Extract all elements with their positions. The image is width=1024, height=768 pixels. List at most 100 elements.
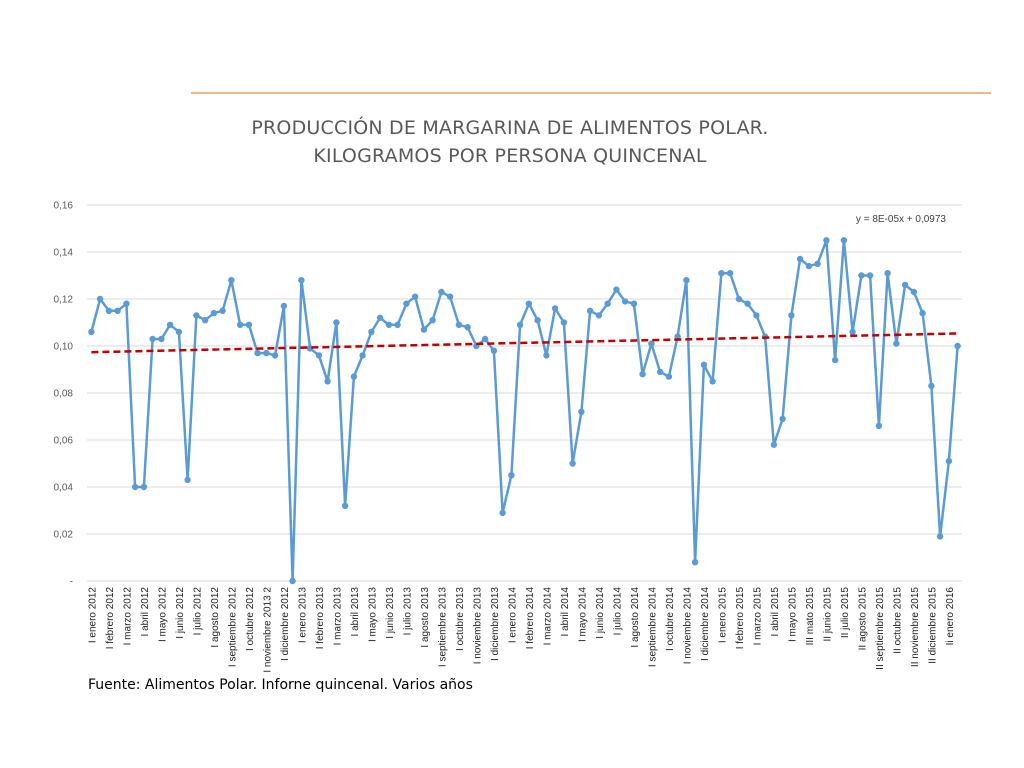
- x-tick-label: II septiembre 2015: [875, 587, 886, 670]
- data-point: [779, 415, 786, 423]
- trendline-equation: y = 8E-05x + 0,0973: [856, 214, 947, 225]
- data-point: [193, 312, 200, 319]
- data-point: [394, 321, 401, 328]
- data-point: [866, 272, 874, 279]
- x-tick-label: I marzo 2013: [332, 587, 343, 646]
- data-point: [508, 472, 515, 479]
- data-point: [901, 281, 909, 289]
- x-tick-label: I noviembre 2013: [472, 587, 483, 665]
- trendline-path: [91, 332, 958, 354]
- x-tick-label: I marzo 2012: [122, 587, 133, 646]
- data-point: [481, 335, 489, 343]
- data-point: [490, 347, 498, 354]
- data-point: [814, 260, 821, 267]
- data-point: [219, 307, 226, 314]
- data-point: [298, 277, 305, 284]
- x-tick-label: II diciembre 2015: [927, 587, 938, 664]
- x-tick-label: I septiembre 2014: [647, 587, 658, 667]
- data-point: [289, 577, 296, 585]
- data-point: [333, 319, 340, 326]
- x-tick-label: II agosto 2015: [857, 587, 868, 651]
- data-point: [919, 309, 926, 317]
- x-tick-label: I julio 2012: [192, 587, 203, 636]
- y-tick-label: 0,14: [54, 248, 74, 259]
- x-tick-label: II octubre 2015: [892, 587, 903, 654]
- data-point: [665, 373, 673, 380]
- data-point: [464, 324, 471, 331]
- data-point: [718, 270, 725, 277]
- grid-lines: [87, 204, 962, 582]
- data-point: [831, 356, 839, 364]
- x-tick-label: I marzo 2015: [752, 587, 763, 646]
- data-point: [595, 312, 603, 319]
- y-tick-label: 0,08: [54, 389, 74, 400]
- trendline: [91, 332, 958, 354]
- x-tick-label: I octubre 2012: [245, 587, 256, 651]
- x-tick-label: I febrero 2014: [525, 587, 536, 650]
- x-tick-label: I junio 2012: [175, 587, 186, 639]
- data-point: [569, 460, 576, 467]
- data-point: [735, 295, 743, 303]
- x-tick-label: II noviembre 2015: [910, 587, 921, 667]
- x-tick-label: I abril 2015: [770, 587, 781, 637]
- data-point: [753, 312, 760, 319]
- data-point: [184, 476, 191, 484]
- data-point: [166, 321, 174, 328]
- x-tick-label: I diciembre 2012: [280, 587, 291, 661]
- data-point: [560, 319, 568, 326]
- x-tick-label: I octubre 2013: [455, 587, 466, 651]
- x-tick-label: I septiembre 2012: [227, 587, 238, 667]
- data-point: [823, 237, 830, 244]
- x-tick-label: I enero 2012: [87, 587, 98, 644]
- data-point: [228, 277, 235, 284]
- x-tick-label: I julio 2014: [612, 587, 623, 636]
- data-point: [805, 262, 813, 270]
- data-point: [271, 352, 279, 359]
- data-point: [201, 317, 209, 324]
- data-point: [656, 368, 664, 376]
- data-point: [700, 361, 708, 368]
- data-point: [140, 483, 148, 491]
- data-point: [403, 300, 410, 307]
- data-point: [648, 340, 655, 347]
- data-point: [376, 314, 384, 321]
- x-tick-label: I agosto 2012: [210, 587, 221, 648]
- x-tick-label: I enero 2015: [717, 587, 728, 644]
- data-point: [893, 340, 900, 347]
- y-tick-label: 0,02: [54, 530, 74, 541]
- data-point: [910, 288, 918, 296]
- data-point: [245, 321, 253, 328]
- data-point: [368, 328, 375, 336]
- data-point: [674, 333, 681, 340]
- x-tick-label: II julio 2015: [840, 587, 851, 639]
- data-point: [236, 321, 244, 328]
- data-point: [114, 307, 121, 314]
- y-tick-label: 0,16: [54, 201, 74, 212]
- data-point: [884, 270, 891, 277]
- data-point: [543, 352, 550, 359]
- data-point: [516, 321, 524, 328]
- data-point: [350, 373, 358, 380]
- x-tick-label: I junio 2013: [385, 587, 396, 639]
- data-point: [613, 286, 620, 293]
- x-tick-label: I mayo 2015: [787, 587, 798, 642]
- x-tick-label: I abril 2013: [350, 587, 361, 637]
- x-tick-label: II junio 2015: [822, 587, 833, 642]
- x-tick-label: I enero 2013: [297, 587, 308, 644]
- data-point: [411, 293, 419, 300]
- data-point: [210, 309, 218, 317]
- x-tick-label: I agosto 2014: [630, 587, 641, 648]
- x-tick-label: I mayo 2013: [367, 587, 378, 642]
- y-tick-label: 0,12: [54, 295, 74, 306]
- y-axis-ticks: - 0,02 0,04 0,06 0,08 0,10 0,12 0,14 0,16: [54, 201, 74, 588]
- series-polyline: [90, 239, 959, 583]
- x-tick-label: I diciembre 2014: [700, 587, 711, 661]
- data-point: [96, 295, 104, 303]
- x-tick-label: I diciembre 2013: [490, 587, 501, 661]
- data-point: [578, 408, 585, 415]
- data-point: [858, 272, 865, 279]
- data-point: [341, 502, 349, 509]
- data-point: [525, 300, 533, 307]
- x-tick-label: I septiembre 2013: [437, 587, 448, 667]
